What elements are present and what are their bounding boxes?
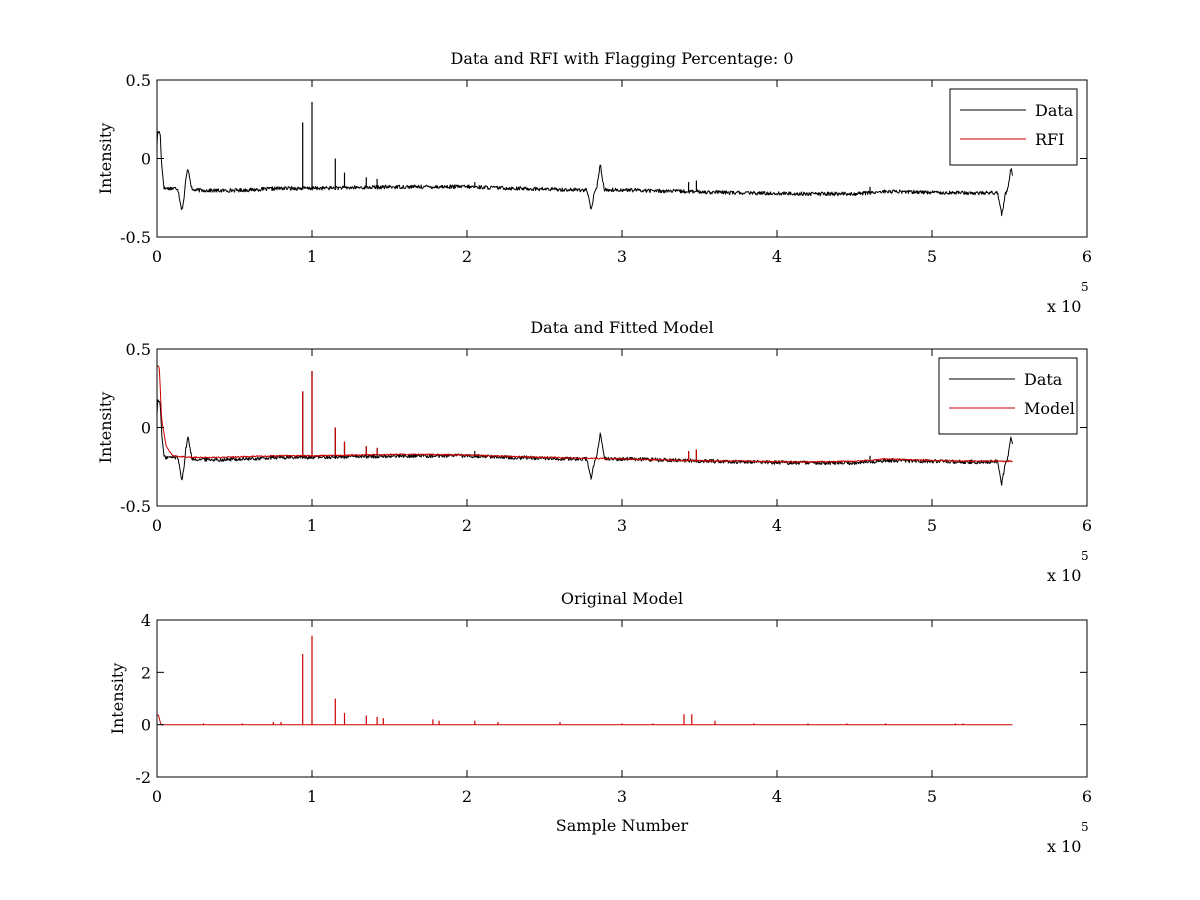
x-tick-label: 4 — [772, 247, 782, 266]
plot-area — [157, 620, 1087, 777]
legend: Data RFI — [949, 88, 1078, 166]
x-tick-label: 1 — [307, 787, 317, 806]
y-tick-label: -2 — [135, 768, 151, 787]
y-tick-label: 0 — [141, 716, 151, 735]
x-tick-label: 1 — [307, 247, 317, 266]
x-tick-label: 2 — [462, 516, 472, 535]
legend-label: Data — [1035, 101, 1074, 120]
x-multiplier-exponent: 5 — [1081, 549, 1089, 563]
x-multiplier-exponent: 5 — [1081, 280, 1089, 294]
x-multiplier-base: x 10 — [1047, 837, 1081, 856]
x-tick-label: 5 — [927, 787, 937, 806]
x-tick-label: 6 — [1082, 516, 1092, 535]
y-tick-label: 0 — [141, 419, 151, 438]
series-group — [157, 102, 1013, 217]
y-tick-label: -0.5 — [120, 497, 151, 516]
x-tick-label: 5 — [927, 247, 937, 266]
x-tick-label: 5 — [927, 516, 937, 535]
y-tick-label: -0.5 — [120, 228, 151, 247]
x-tick-label: 0 — [152, 516, 162, 535]
y-tick-label: 0.5 — [126, 71, 151, 90]
series-original-model — [157, 635, 1013, 726]
x-multiplier-exponent: 5 — [1081, 820, 1089, 834]
x-tick-label: 2 — [462, 247, 472, 266]
y-tick-label: 2 — [141, 663, 151, 682]
legend-box — [938, 357, 1078, 435]
x-tick-label: 3 — [617, 247, 627, 266]
y-tick-label: 0 — [141, 150, 151, 169]
legend-label: Data — [1024, 370, 1063, 389]
x-tick-label: 0 — [152, 787, 162, 806]
y-axis-label: Intensity — [96, 123, 115, 195]
chart-title: Data and Fitted Model — [530, 318, 713, 337]
series-data — [157, 102, 1013, 217]
series-line — [157, 713, 1013, 726]
series-group — [157, 635, 1013, 726]
x-tick-label: 0 — [152, 247, 162, 266]
x-tick-label: 2 — [462, 787, 472, 806]
x-tick-label: 4 — [772, 787, 782, 806]
x-tick-label: 1 — [307, 516, 317, 535]
series-line — [157, 364, 1013, 464]
y-axis-label: Intensity — [96, 392, 115, 464]
legend-label: Model — [1024, 399, 1075, 418]
y-tick-label: 0.5 — [126, 340, 151, 359]
x-tick-label: 3 — [617, 787, 627, 806]
legend: Data Model — [938, 357, 1078, 435]
chart-title: Original Model — [561, 589, 683, 608]
y-axis-label: Intensity — [108, 663, 127, 735]
x-multiplier-base: x 10 — [1047, 297, 1081, 316]
plot-area — [157, 80, 1087, 237]
legend-label: RFI — [1035, 130, 1064, 149]
x-multiplier-base: x 10 — [1047, 566, 1081, 585]
x-tick-label: 4 — [772, 516, 782, 535]
chart-title: Data and RFI with Flagging Percentage: 0 — [450, 49, 793, 68]
series-group — [157, 364, 1013, 486]
x-tick-label: 6 — [1082, 787, 1092, 806]
x-axis-label: Sample Number — [556, 816, 689, 835]
y-tick-label: 4 — [141, 611, 151, 630]
legend-box — [949, 88, 1078, 166]
series-model — [157, 364, 1013, 464]
x-tick-label: 3 — [617, 516, 627, 535]
x-tick-label: 6 — [1082, 247, 1092, 266]
